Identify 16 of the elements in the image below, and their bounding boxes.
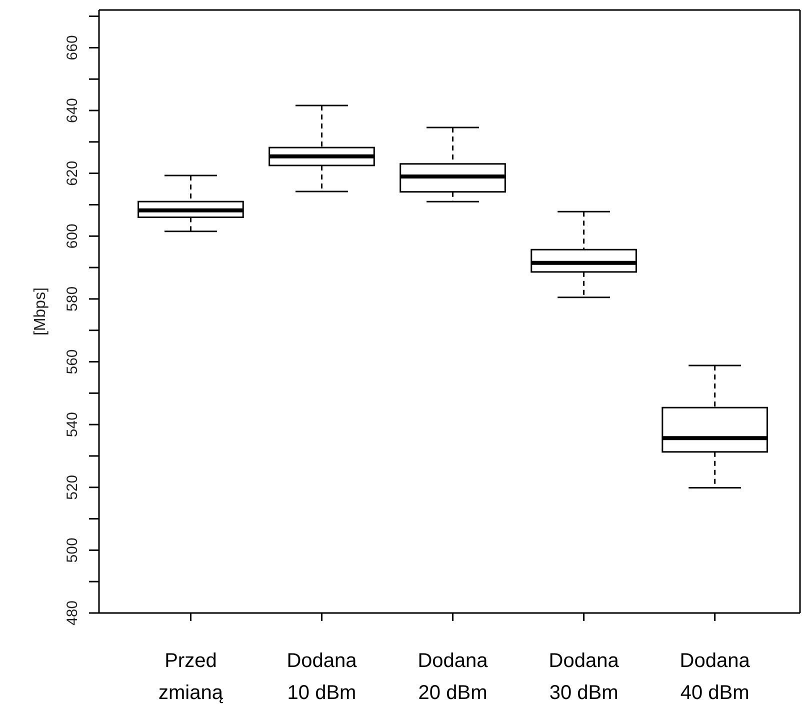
x-tick-label: Dodana 20 dBm: [418, 650, 489, 704]
y-tick-label: 500: [64, 538, 81, 563]
y-tick-label: 540: [64, 412, 81, 438]
y-tick-label: 560: [64, 349, 81, 374]
x-tick-label: Dodana 30 dBm: [548, 650, 620, 704]
x-tick-label: Przed zmianą: [158, 650, 224, 704]
y-tick-label: 520: [64, 474, 81, 500]
y-tick-label: 580: [64, 286, 81, 312]
x-tick-label: Dodana 40 dBm: [680, 650, 751, 704]
y-tick-label: 640: [64, 98, 81, 124]
y-axis-title: [Mbps]: [32, 287, 49, 336]
y-tick-label: 660: [64, 35, 81, 60]
y-tick-label: 620: [64, 160, 81, 186]
x-tick-label: Dodana 10 dBm: [286, 650, 358, 704]
y-tick-label: 600: [64, 224, 81, 249]
y-tick-label: 480: [64, 600, 81, 626]
